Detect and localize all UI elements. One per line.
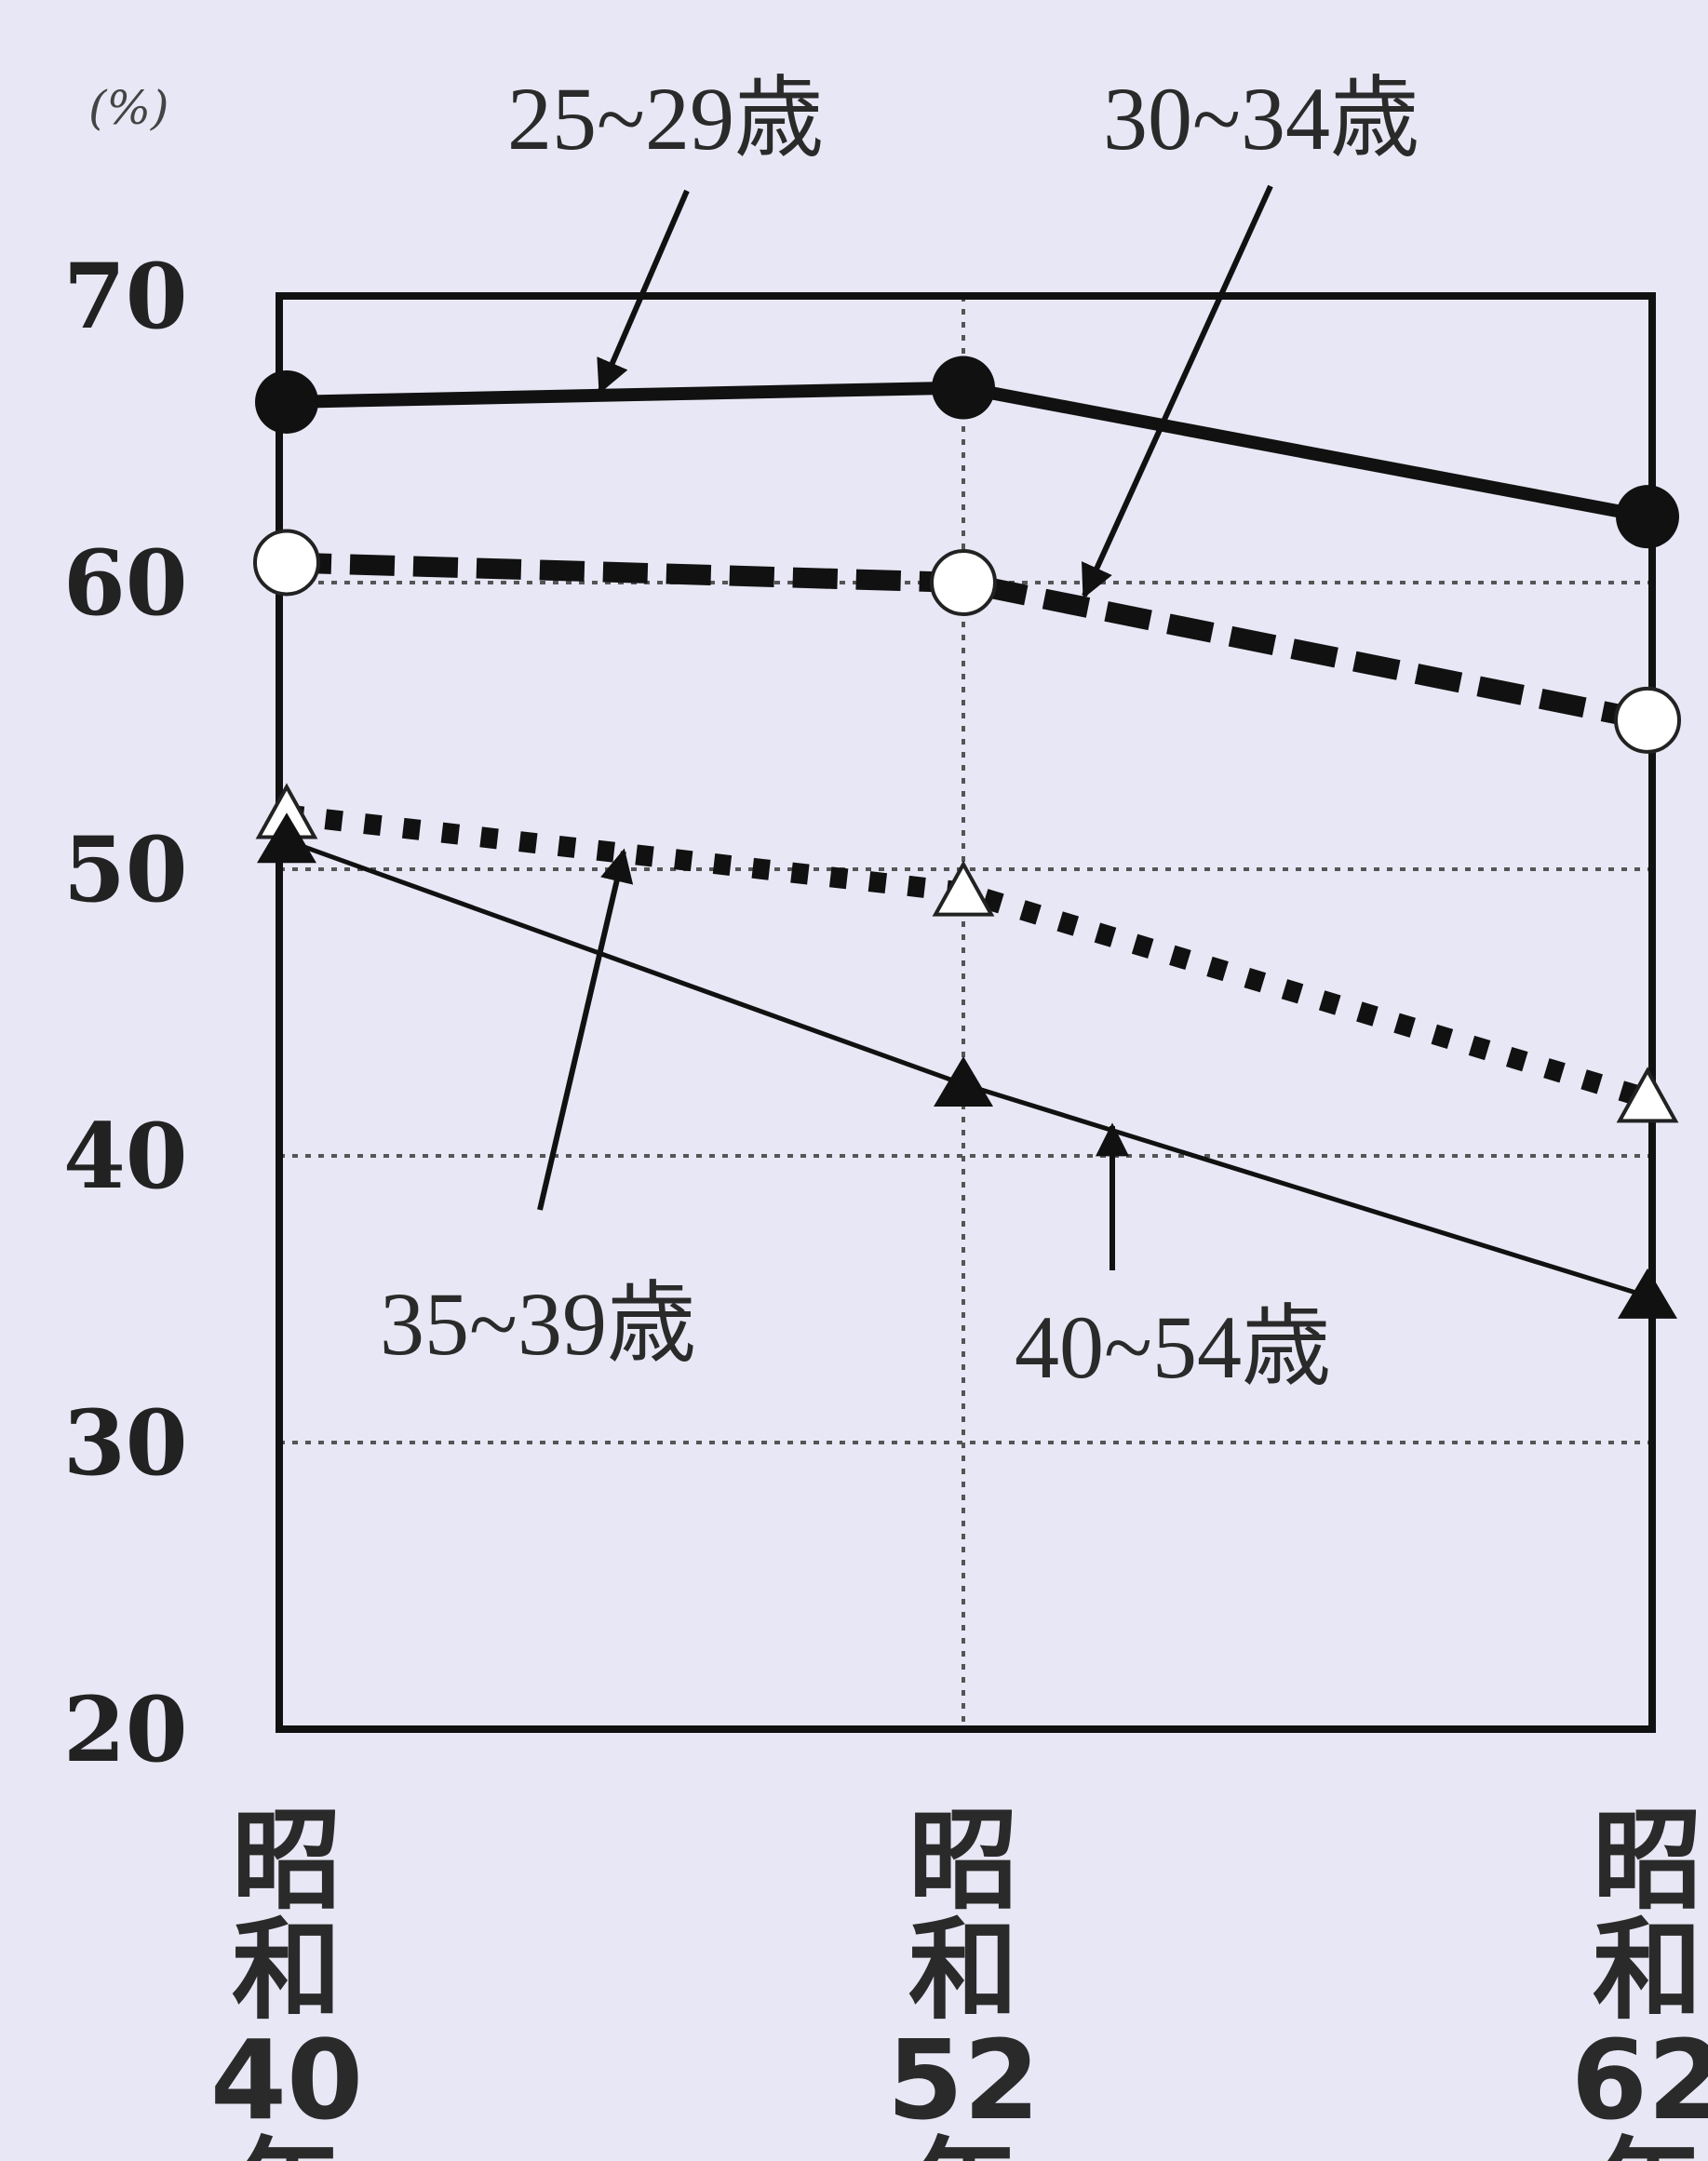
y-tick-label: 60: [63, 530, 188, 636]
y-tick-label: 30: [63, 1390, 188, 1496]
data-point: [1618, 1268, 1677, 1319]
plot-border: [276, 292, 1656, 1733]
x-tick-label: 昭和62年: [1571, 1796, 1708, 2161]
data-point: [1616, 1067, 1679, 1123]
annotation-arrow: [537, 848, 634, 1211]
series-group: [253, 356, 1681, 1319]
series-line: [285, 804, 1651, 1108]
x-tick-label: 昭和40年: [210, 1796, 363, 2161]
annotation-arrow: [597, 189, 690, 395]
data-point: [932, 860, 995, 917]
data-point: [932, 356, 995, 420]
data-point: [1614, 686, 1681, 754]
series-label: 30~34歳: [1103, 69, 1419, 168]
y-unit-label: (%): [88, 81, 169, 135]
x-axis: 昭和40年 昭和52年 昭和62年: [210, 1796, 1708, 2161]
data-point: [930, 549, 997, 616]
x-tick-label: 昭和52年: [887, 1796, 1040, 2161]
annotation-arrow: [1082, 184, 1273, 599]
y-tick-label: 50: [63, 817, 188, 922]
series-label: 35~39歳: [380, 1274, 696, 1374]
grid-lines: [279, 296, 1652, 1729]
data-point: [934, 1056, 993, 1107]
series-0: [255, 356, 1679, 549]
data-point: [257, 812, 316, 864]
plot-frame: [276, 292, 1656, 1733]
y-tick-label: 70: [63, 244, 188, 349]
series-annotations: 25~29歳 30~34歳 35~39歳 40~54歳: [380, 69, 1419, 1397]
series-label: 25~29歳: [507, 69, 824, 168]
series-label: 40~54歳: [1015, 1297, 1331, 1397]
series-1: [253, 529, 1681, 754]
data-point: [253, 529, 320, 597]
data-point: [255, 369, 318, 434]
series-3: [257, 812, 1677, 1319]
y-tick-label: 40: [63, 1104, 188, 1209]
y-axis: 70 60 50 40 30 20: [63, 244, 188, 1782]
y-tick-label: 20: [63, 1677, 188, 1782]
data-point: [1616, 485, 1679, 549]
